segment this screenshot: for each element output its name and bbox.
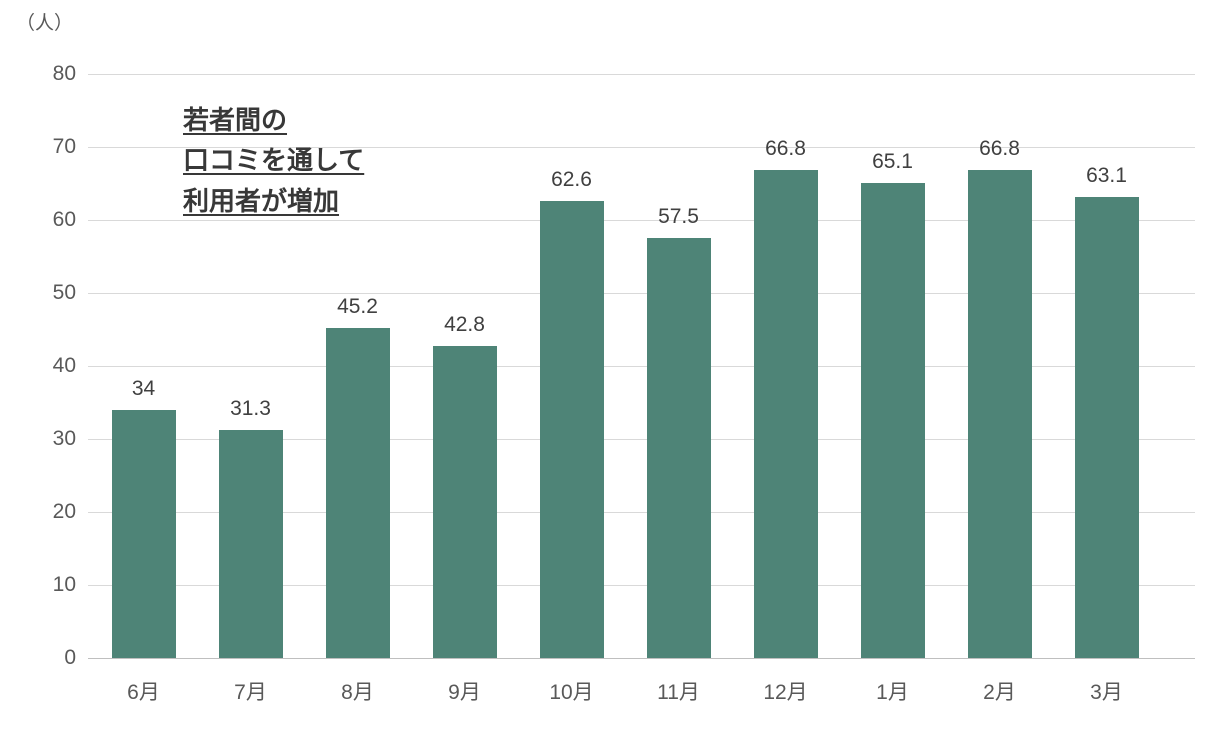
bar-value-label: 65.1 bbox=[872, 149, 913, 173]
bar-11月 bbox=[646, 238, 711, 658]
y-axis-tick-label: 40 bbox=[52, 354, 76, 377]
x-axis-label: 2月 bbox=[983, 681, 1016, 704]
bar-8月 bbox=[325, 328, 390, 658]
x-axis-label: 12月 bbox=[763, 681, 808, 704]
bar-value-label: 62.6 bbox=[551, 168, 592, 192]
bar-3月 bbox=[1074, 197, 1139, 658]
annotation-line: 若者間の bbox=[183, 105, 288, 135]
x-axis-label: 10月 bbox=[549, 681, 594, 704]
annotation-line: 口コミを通して bbox=[183, 145, 365, 176]
bar-value-label: 31.3 bbox=[230, 396, 271, 420]
x-axis-label: 1月 bbox=[876, 681, 909, 704]
x-axis-label: 3月 bbox=[1090, 681, 1123, 704]
bar-value-label: 34 bbox=[131, 376, 156, 400]
gridline bbox=[88, 584, 1195, 586]
x-axis-label: 7月 bbox=[234, 681, 267, 704]
bar-7月 bbox=[218, 429, 283, 658]
bar-10月 bbox=[539, 201, 604, 658]
bar-value-label: 42.8 bbox=[444, 312, 485, 336]
gridline bbox=[88, 219, 1195, 221]
y-axis-tick-label: 30 bbox=[52, 427, 76, 450]
bar-2月 bbox=[967, 170, 1032, 658]
y-axis-tick-label: 10 bbox=[52, 573, 76, 596]
x-axis-label: 8月 bbox=[341, 681, 374, 704]
x-axis-label: 6月 bbox=[127, 681, 160, 704]
gridline bbox=[88, 365, 1195, 367]
x-axis-label: 9月 bbox=[448, 681, 481, 704]
y-axis-tick-label: 0 bbox=[64, 646, 76, 669]
chart-annotation: 若者間の口コミを通して 利用者が増加 bbox=[183, 100, 364, 221]
gridline bbox=[88, 146, 1195, 148]
y-axis-tick-label: 60 bbox=[52, 208, 76, 231]
y-axis-tick-label: 80 bbox=[52, 62, 76, 85]
gridline bbox=[88, 73, 1195, 75]
y-axis-unit-label: （人） bbox=[16, 13, 74, 34]
gridline bbox=[88, 292, 1195, 294]
bar-value-label: 66.8 bbox=[765, 137, 806, 161]
gridline bbox=[88, 438, 1195, 440]
gridline bbox=[88, 511, 1195, 513]
x-axis-label: 11月 bbox=[657, 681, 700, 704]
bar-9月 bbox=[432, 345, 497, 658]
bar-value-label: 57.5 bbox=[658, 205, 699, 229]
y-axis-tick-label: 70 bbox=[52, 135, 76, 158]
bar-6月 bbox=[111, 409, 176, 658]
bar-12月 bbox=[753, 170, 818, 658]
x-axis-baseline bbox=[88, 657, 1195, 659]
annotation-line: 利用者が増加 bbox=[183, 185, 340, 216]
bar-value-label: 63.1 bbox=[1086, 164, 1127, 188]
bar-1月 bbox=[860, 182, 925, 658]
bar-value-label: 45.2 bbox=[337, 295, 378, 319]
y-axis-tick-label: 20 bbox=[52, 500, 76, 523]
y-axis-tick-label: 50 bbox=[52, 281, 76, 304]
bar-value-label: 66.8 bbox=[979, 137, 1020, 161]
